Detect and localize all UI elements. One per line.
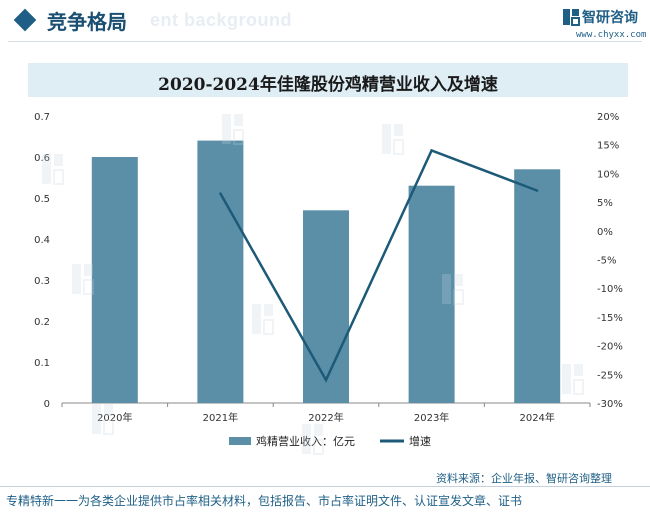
line-growth — [219, 148, 538, 383]
bar-revenue — [514, 169, 561, 403]
brand-url: www.chyxx.com — [576, 30, 647, 40]
x-axis-category-label: 2024年 — [519, 411, 554, 424]
legend-line-label: 增速 — [409, 434, 431, 448]
left-axis-tick-label: 0.1 — [34, 358, 50, 369]
source-note: 资料来源：企业年报、智研咨询整理 — [436, 472, 612, 485]
right-axis-tick-label: 0% — [597, 227, 613, 238]
left-axis-tick-label: 0.6 — [34, 153, 50, 164]
brand-logo-icon — [563, 9, 580, 26]
footer-divider — [0, 486, 650, 487]
right-axis-tick-label: -25% — [597, 370, 623, 381]
bar-revenue — [91, 157, 138, 403]
chart-title-band: 2020-2024年佳隆股份鸡精营业收入及增速 — [28, 63, 628, 97]
right-axis-tick-label: 15% — [597, 141, 619, 152]
right-axis-tick-label: 5% — [597, 198, 613, 209]
header: ent background 竞争格局 智研咨询 www.chyxx.com — [0, 0, 650, 44]
bar-revenue — [408, 185, 455, 403]
legend-bar-label: 鸡精营业收入：亿元 — [256, 434, 355, 448]
line-growth-point — [430, 149, 433, 152]
x-axis-category-label: 2022年 — [308, 411, 343, 424]
line-growth-point — [536, 189, 539, 192]
left-axis-tick-label: 0.3 — [34, 276, 50, 287]
right-axis-tick-label: -30% — [597, 399, 623, 410]
bar-revenue — [197, 140, 244, 403]
left-axis-tick-label: 0.5 — [34, 194, 50, 205]
right-axis-tick-label: -15% — [597, 313, 623, 324]
chart-title: 2020-2024年佳隆股份鸡精营业收入及增速 — [158, 75, 498, 95]
right-axis-tick-label: -5% — [597, 256, 616, 267]
right-axis-tick-label: 10% — [597, 169, 619, 180]
footer-text: 专精特新一一为各类企业提供市占率相关材料，包括报告、市占率证明文件、认证宣发文章… — [6, 494, 523, 508]
left-axis-tick-label: 0.4 — [34, 235, 50, 246]
x-axis-category-label: 2020年 — [97, 411, 132, 424]
brand: 智研咨询 www.chyxx.com — [562, 6, 646, 40]
bar-revenue — [303, 210, 349, 403]
left-axis-tick-label: 0 — [44, 399, 50, 410]
header-divider — [8, 41, 642, 42]
x-axis-category-label: 2021年 — [203, 411, 238, 424]
brand-name: 智研咨询 — [582, 10, 638, 26]
chart: 0 0.1 0.2 0.3 0.4 0.5 0.6 0.7 -30% -25% -20% -15% -1… — [34, 112, 623, 448]
header-background-text: ent background — [150, 10, 293, 30]
right-axis-tick-label: -10% — [597, 284, 623, 295]
left-axis-tick-label: 0.7 — [34, 112, 50, 123]
left-axis-tick-label: 0.2 — [34, 317, 50, 328]
section-title: 竞争格局 — [47, 10, 127, 34]
right-axis-tick-label: 20% — [597, 112, 619, 123]
right-axis-tick-label: -20% — [597, 342, 623, 353]
legend-bar-swatch — [229, 437, 251, 445]
line-growth-point — [324, 378, 328, 382]
x-axis-category-label: 2023年 — [414, 411, 449, 424]
line-growth-point — [219, 192, 222, 195]
